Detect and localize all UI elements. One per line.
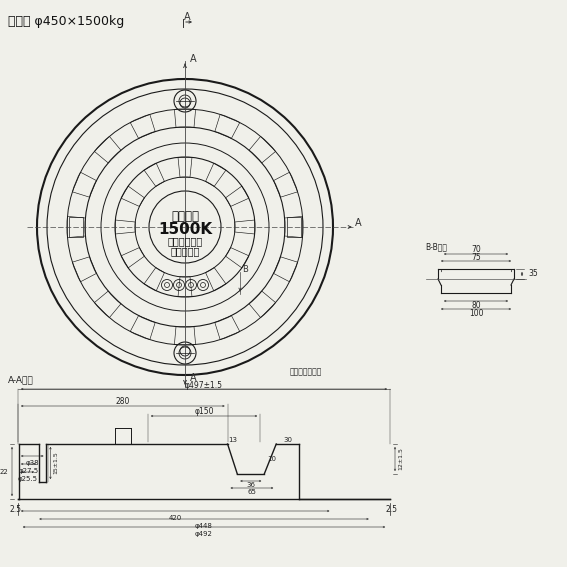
Text: 70: 70 [471,246,481,255]
Bar [69,217,83,237]
Text: 75: 75 [471,252,481,261]
Text: φ25.5: φ25.5 [18,476,37,482]
Text: φ492: φ492 [195,531,213,537]
Text: φ38: φ38 [26,460,39,466]
Text: 15±1.5: 15±1.5 [53,452,58,475]
Text: 13: 13 [228,437,237,443]
Text: A-A断面: A-A断面 [8,375,34,384]
Text: φ150: φ150 [194,408,214,417]
Text: 口径表示マーク: 口径表示マーク [290,367,323,376]
Text: 36: 36 [246,482,255,488]
Bar [287,217,301,237]
Text: 12±1.5: 12±1.5 [398,447,403,471]
Text: 10: 10 [267,456,276,462]
Text: φ27.5: φ27.5 [18,468,39,474]
Text: 280: 280 [116,397,130,407]
Text: φ448: φ448 [195,523,213,529]
Text: A: A [190,54,197,64]
Text: A: A [190,373,197,383]
Text: 1500K: 1500K [158,222,212,236]
Text: 22: 22 [0,468,8,475]
Text: A: A [184,12,191,22]
Text: 必ずロックを: 必ずロックを [167,236,202,246]
Text: 80: 80 [471,301,481,310]
Text: 30: 30 [283,437,292,443]
Text: φ497±1.5: φ497±1.5 [185,380,223,390]
Text: アムズ φ450×1500kg: アムズ φ450×1500kg [8,15,124,28]
Text: 2.5: 2.5 [386,505,398,514]
Text: 100: 100 [469,308,483,318]
Text: 420: 420 [168,515,182,521]
Text: B: B [242,264,248,273]
Text: B-B断面: B-B断面 [425,242,447,251]
Text: して下さい: して下さい [170,246,200,256]
Text: A: A [355,218,362,228]
Text: 2.5: 2.5 [10,505,22,514]
Text: 35: 35 [528,269,538,278]
Text: 安全荷重: 安全荷重 [171,210,199,223]
Text: 65: 65 [247,489,256,495]
